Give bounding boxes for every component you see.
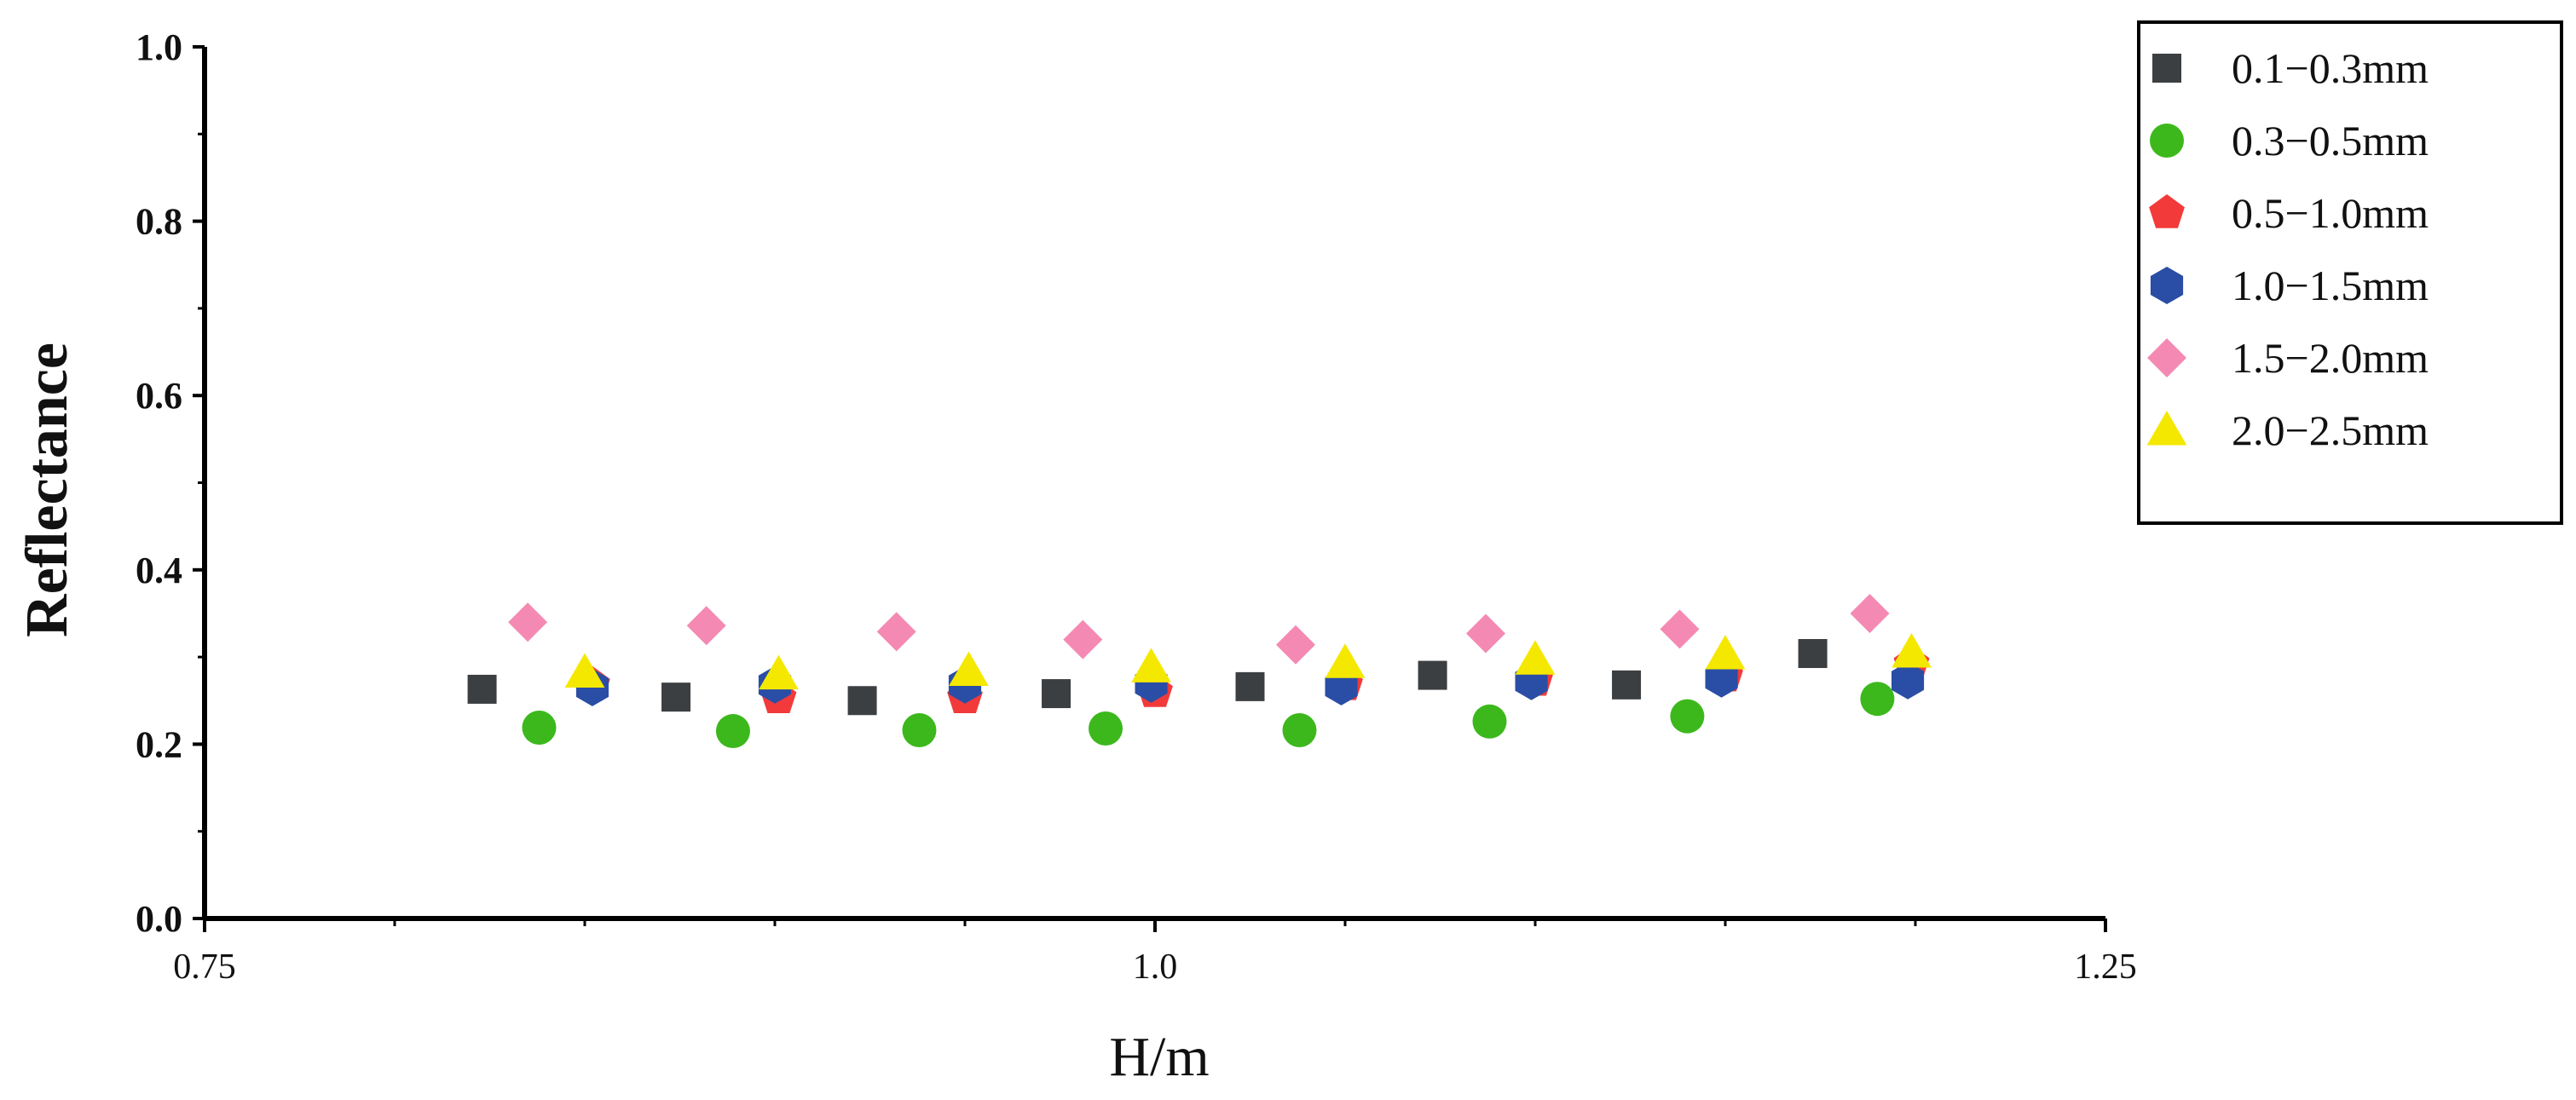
data-point — [1612, 670, 1642, 700]
data-point — [1089, 711, 1123, 746]
legend-label: 1.5−2.0mm — [2232, 334, 2429, 382]
data-point — [1418, 660, 1447, 690]
data-point — [467, 674, 497, 704]
data-point — [1325, 643, 1366, 678]
y-tick-label: 0.8 — [136, 201, 182, 243]
legend-label: 0.3−0.5mm — [2232, 117, 2429, 164]
data-point — [1515, 640, 1556, 675]
data-point — [1235, 671, 1265, 701]
data-point — [1705, 659, 1738, 698]
data-points — [467, 594, 1932, 749]
data-point — [715, 714, 750, 749]
data-point — [1042, 679, 1071, 709]
series-6 — [564, 633, 1932, 690]
legend-box — [2137, 20, 2563, 525]
legend-label: 1.0−1.5mm — [2232, 262, 2429, 309]
data-point — [1892, 661, 1925, 700]
data-point — [902, 713, 937, 748]
data-point — [1466, 613, 1505, 654]
data-point — [686, 606, 726, 646]
data-point — [1063, 619, 1103, 659]
y-tick-label: 0.2 — [136, 723, 182, 765]
legend-marker — [2146, 411, 2187, 446]
data-point — [564, 653, 605, 688]
y-tick-label: 0.0 — [136, 898, 182, 940]
data-point — [1660, 609, 1700, 649]
legend-marker — [2150, 267, 2184, 304]
data-point — [949, 651, 989, 686]
y-tick-label: 1.0 — [136, 26, 182, 68]
x-tick-label: 1.0 — [1133, 947, 1178, 987]
data-point — [759, 654, 799, 690]
legend-marker — [2150, 124, 2184, 158]
data-point — [876, 612, 916, 652]
data-point — [1705, 635, 1746, 670]
data-point — [1798, 639, 1828, 669]
y-tick-label: 0.4 — [136, 550, 182, 591]
data-point — [1131, 648, 1171, 682]
legend-label: 2.0−2.5mm — [2232, 406, 2429, 454]
data-point — [661, 682, 691, 712]
data-point — [1860, 682, 1895, 717]
data-point — [1670, 699, 1705, 734]
series-1 — [467, 639, 1828, 716]
legend-marker — [2149, 194, 2185, 228]
y-axis-title: Reflectance — [14, 343, 80, 637]
series-5 — [508, 594, 1890, 665]
series-2 — [522, 682, 1895, 749]
legend-marker — [2147, 338, 2186, 377]
data-point — [1892, 633, 1932, 668]
legend-marker — [2152, 54, 2181, 83]
data-point — [1276, 625, 1315, 665]
data-point — [1282, 713, 1317, 748]
data-point — [1472, 704, 1507, 739]
data-point — [522, 710, 557, 745]
y-tick-label: 0.6 — [136, 375, 182, 417]
legend-label: 0.1−0.3mm — [2232, 44, 2429, 92]
ticks: 0.0 0.2 0.4 0.6 0.8 1.0 0.75 1.0 1.25 — [136, 26, 2137, 987]
x-tick-label: 1.25 — [2074, 947, 2137, 987]
data-point — [1850, 594, 1890, 633]
data-point — [508, 602, 548, 642]
legend-label: 0.5−1.0mm — [2232, 189, 2429, 237]
x-axis-title: H/m — [1109, 1026, 1209, 1088]
data-point — [847, 686, 877, 716]
x-tick-label: 0.75 — [173, 947, 236, 987]
axes — [202, 47, 2105, 921]
legend: 0.1−0.3mm 0.3−0.5mm 0.5−1.0mm 1.0−1.5mm 1.5−… — [2137, 20, 2563, 525]
